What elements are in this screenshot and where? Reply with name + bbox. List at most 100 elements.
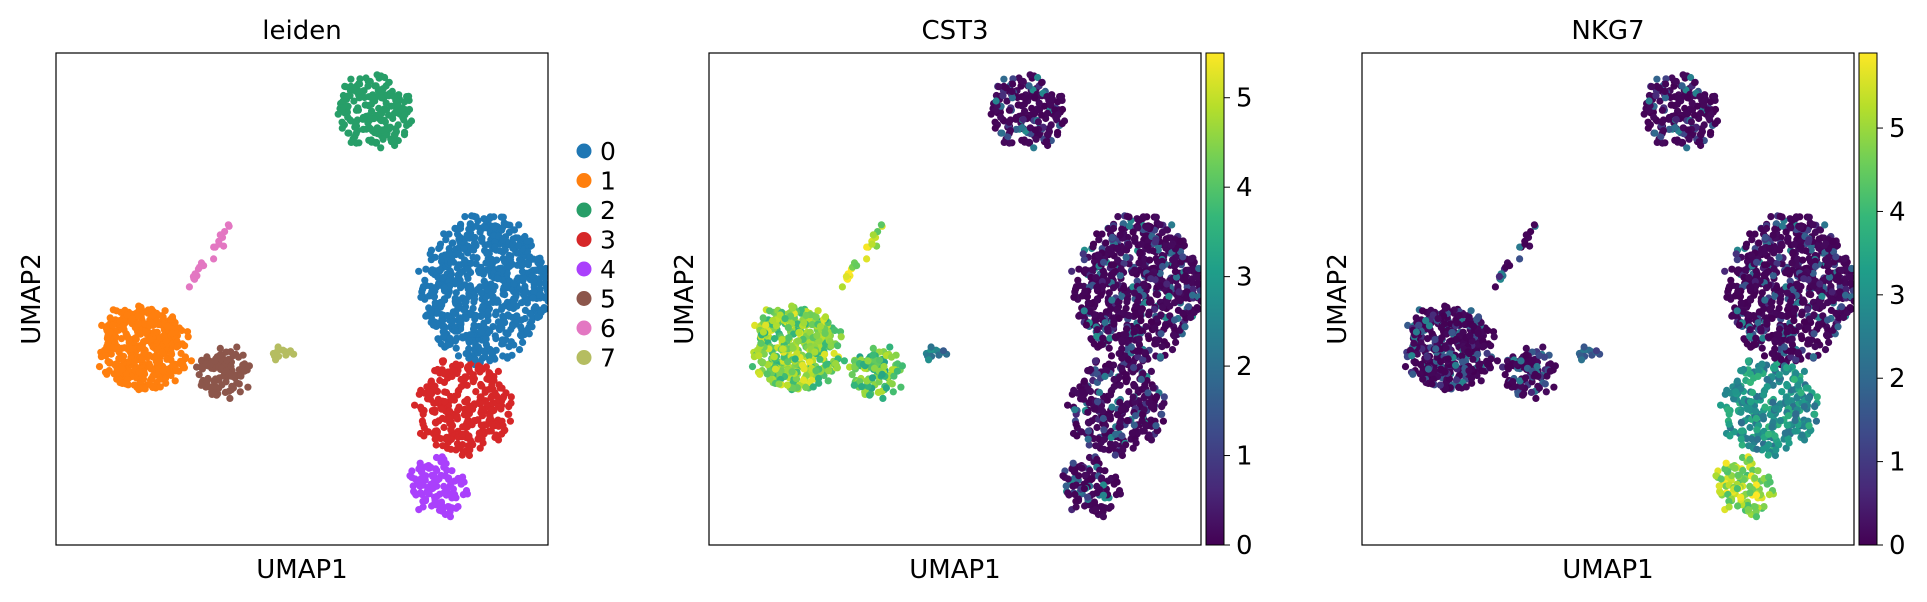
scatter-point — [757, 339, 765, 347]
scatter-point — [455, 296, 463, 304]
scatter-point — [440, 332, 448, 340]
scatter-point — [1099, 414, 1107, 423]
scatter-point — [1137, 375, 1145, 383]
scatter-point — [1125, 312, 1133, 320]
scatter-point — [361, 101, 369, 109]
scatter-point — [1111, 451, 1119, 459]
scatter-point — [1058, 120, 1066, 128]
scatter-point — [492, 335, 500, 343]
scatter-point — [469, 371, 477, 379]
scatter-point — [1115, 423, 1123, 431]
scatter-point — [1154, 291, 1162, 299]
scatter-point — [213, 391, 221, 399]
scatter-point — [1118, 336, 1126, 345]
scatter-point — [193, 363, 201, 371]
scatter-point — [1412, 314, 1420, 322]
scatter-point — [401, 111, 409, 119]
scatter-point — [753, 346, 762, 354]
scatter-point — [390, 109, 399, 117]
scatter-point — [879, 394, 887, 402]
scatter-point — [830, 349, 838, 357]
scatter-point — [366, 77, 374, 86]
scatter-point — [814, 307, 822, 315]
scatter-point — [549, 284, 556, 291]
scatter-point — [1095, 236, 1103, 244]
scatter-point — [445, 230, 453, 238]
scatter-point — [1101, 319, 1109, 327]
scatter-point — [866, 391, 874, 399]
scatter-point — [346, 92, 354, 100]
scatter-point — [1008, 87, 1016, 95]
scatter-point — [544, 297, 548, 305]
scatter-point — [1493, 357, 1501, 365]
scatter-point — [927, 343, 935, 351]
scatter-point — [227, 362, 235, 371]
scatter-point — [1106, 412, 1114, 420]
scatter-point — [138, 355, 146, 363]
scatter-point — [1102, 239, 1110, 247]
scatter-point — [995, 83, 1003, 91]
scatter-point — [541, 279, 548, 287]
scatter-point — [178, 326, 186, 335]
scatter-point — [486, 355, 494, 364]
scatter-point — [125, 336, 133, 344]
scatter-point — [439, 316, 447, 324]
scatter-point — [431, 418, 439, 426]
scatter-point — [987, 110, 995, 118]
scatter-point — [1176, 326, 1184, 334]
scatter-point — [1108, 403, 1116, 411]
scatter-point — [443, 466, 451, 474]
scatter-point — [838, 283, 847, 291]
scatter-point — [1815, 322, 1823, 330]
scatter-point — [385, 79, 393, 87]
scatter-point — [130, 381, 138, 389]
scatter-point — [454, 391, 462, 399]
x-axis-label: UMAP1 — [909, 555, 1000, 585]
scatter-point — [428, 266, 436, 274]
scatter-point — [492, 431, 500, 439]
scatter-point — [366, 115, 374, 124]
scatter-point — [426, 388, 434, 396]
scatter-point — [1085, 441, 1093, 449]
scatter-point — [447, 426, 455, 434]
scatter-point — [759, 358, 767, 366]
scatter-point — [411, 475, 419, 483]
scatter-point — [116, 317, 124, 325]
scatter-point — [359, 115, 367, 123]
scatter-point — [1130, 382, 1138, 390]
scatter-point — [122, 380, 130, 388]
scatter-point — [1116, 272, 1124, 280]
scatter-point — [759, 314, 767, 322]
scatter-point — [432, 453, 441, 462]
scatter-point — [874, 388, 883, 396]
scatter-point — [812, 313, 820, 321]
scatter-point — [438, 357, 446, 365]
scatter-point — [406, 472, 414, 480]
scatter-point — [785, 334, 793, 342]
scatter-point — [440, 230, 448, 238]
scatter-point — [1009, 80, 1017, 88]
scatter-point — [448, 467, 456, 475]
scatter-point — [775, 380, 783, 388]
scatter-point — [499, 422, 507, 430]
colorbar-tick-label: 5 — [1236, 84, 1253, 114]
scatter-point — [542, 264, 548, 273]
scatter-point — [1058, 92, 1066, 100]
scatter-point — [526, 309, 534, 317]
scatter-point — [1550, 383, 1558, 391]
scatter-point — [477, 328, 486, 336]
scatter-point — [1771, 451, 1779, 460]
scatter-point — [1137, 308, 1145, 316]
scatter-point — [419, 497, 427, 505]
scatter-point — [536, 265, 545, 273]
scatter-point — [415, 465, 423, 473]
scatter-point — [1114, 213, 1122, 221]
scatter-point — [1107, 503, 1115, 511]
scatter-point — [405, 105, 414, 114]
scatter-point — [216, 351, 224, 359]
scatter-point — [136, 344, 144, 352]
scatter-point — [1187, 255, 1195, 263]
scatter-point — [338, 124, 346, 132]
scatter-point — [1181, 323, 1189, 331]
scatter-point — [755, 352, 763, 360]
